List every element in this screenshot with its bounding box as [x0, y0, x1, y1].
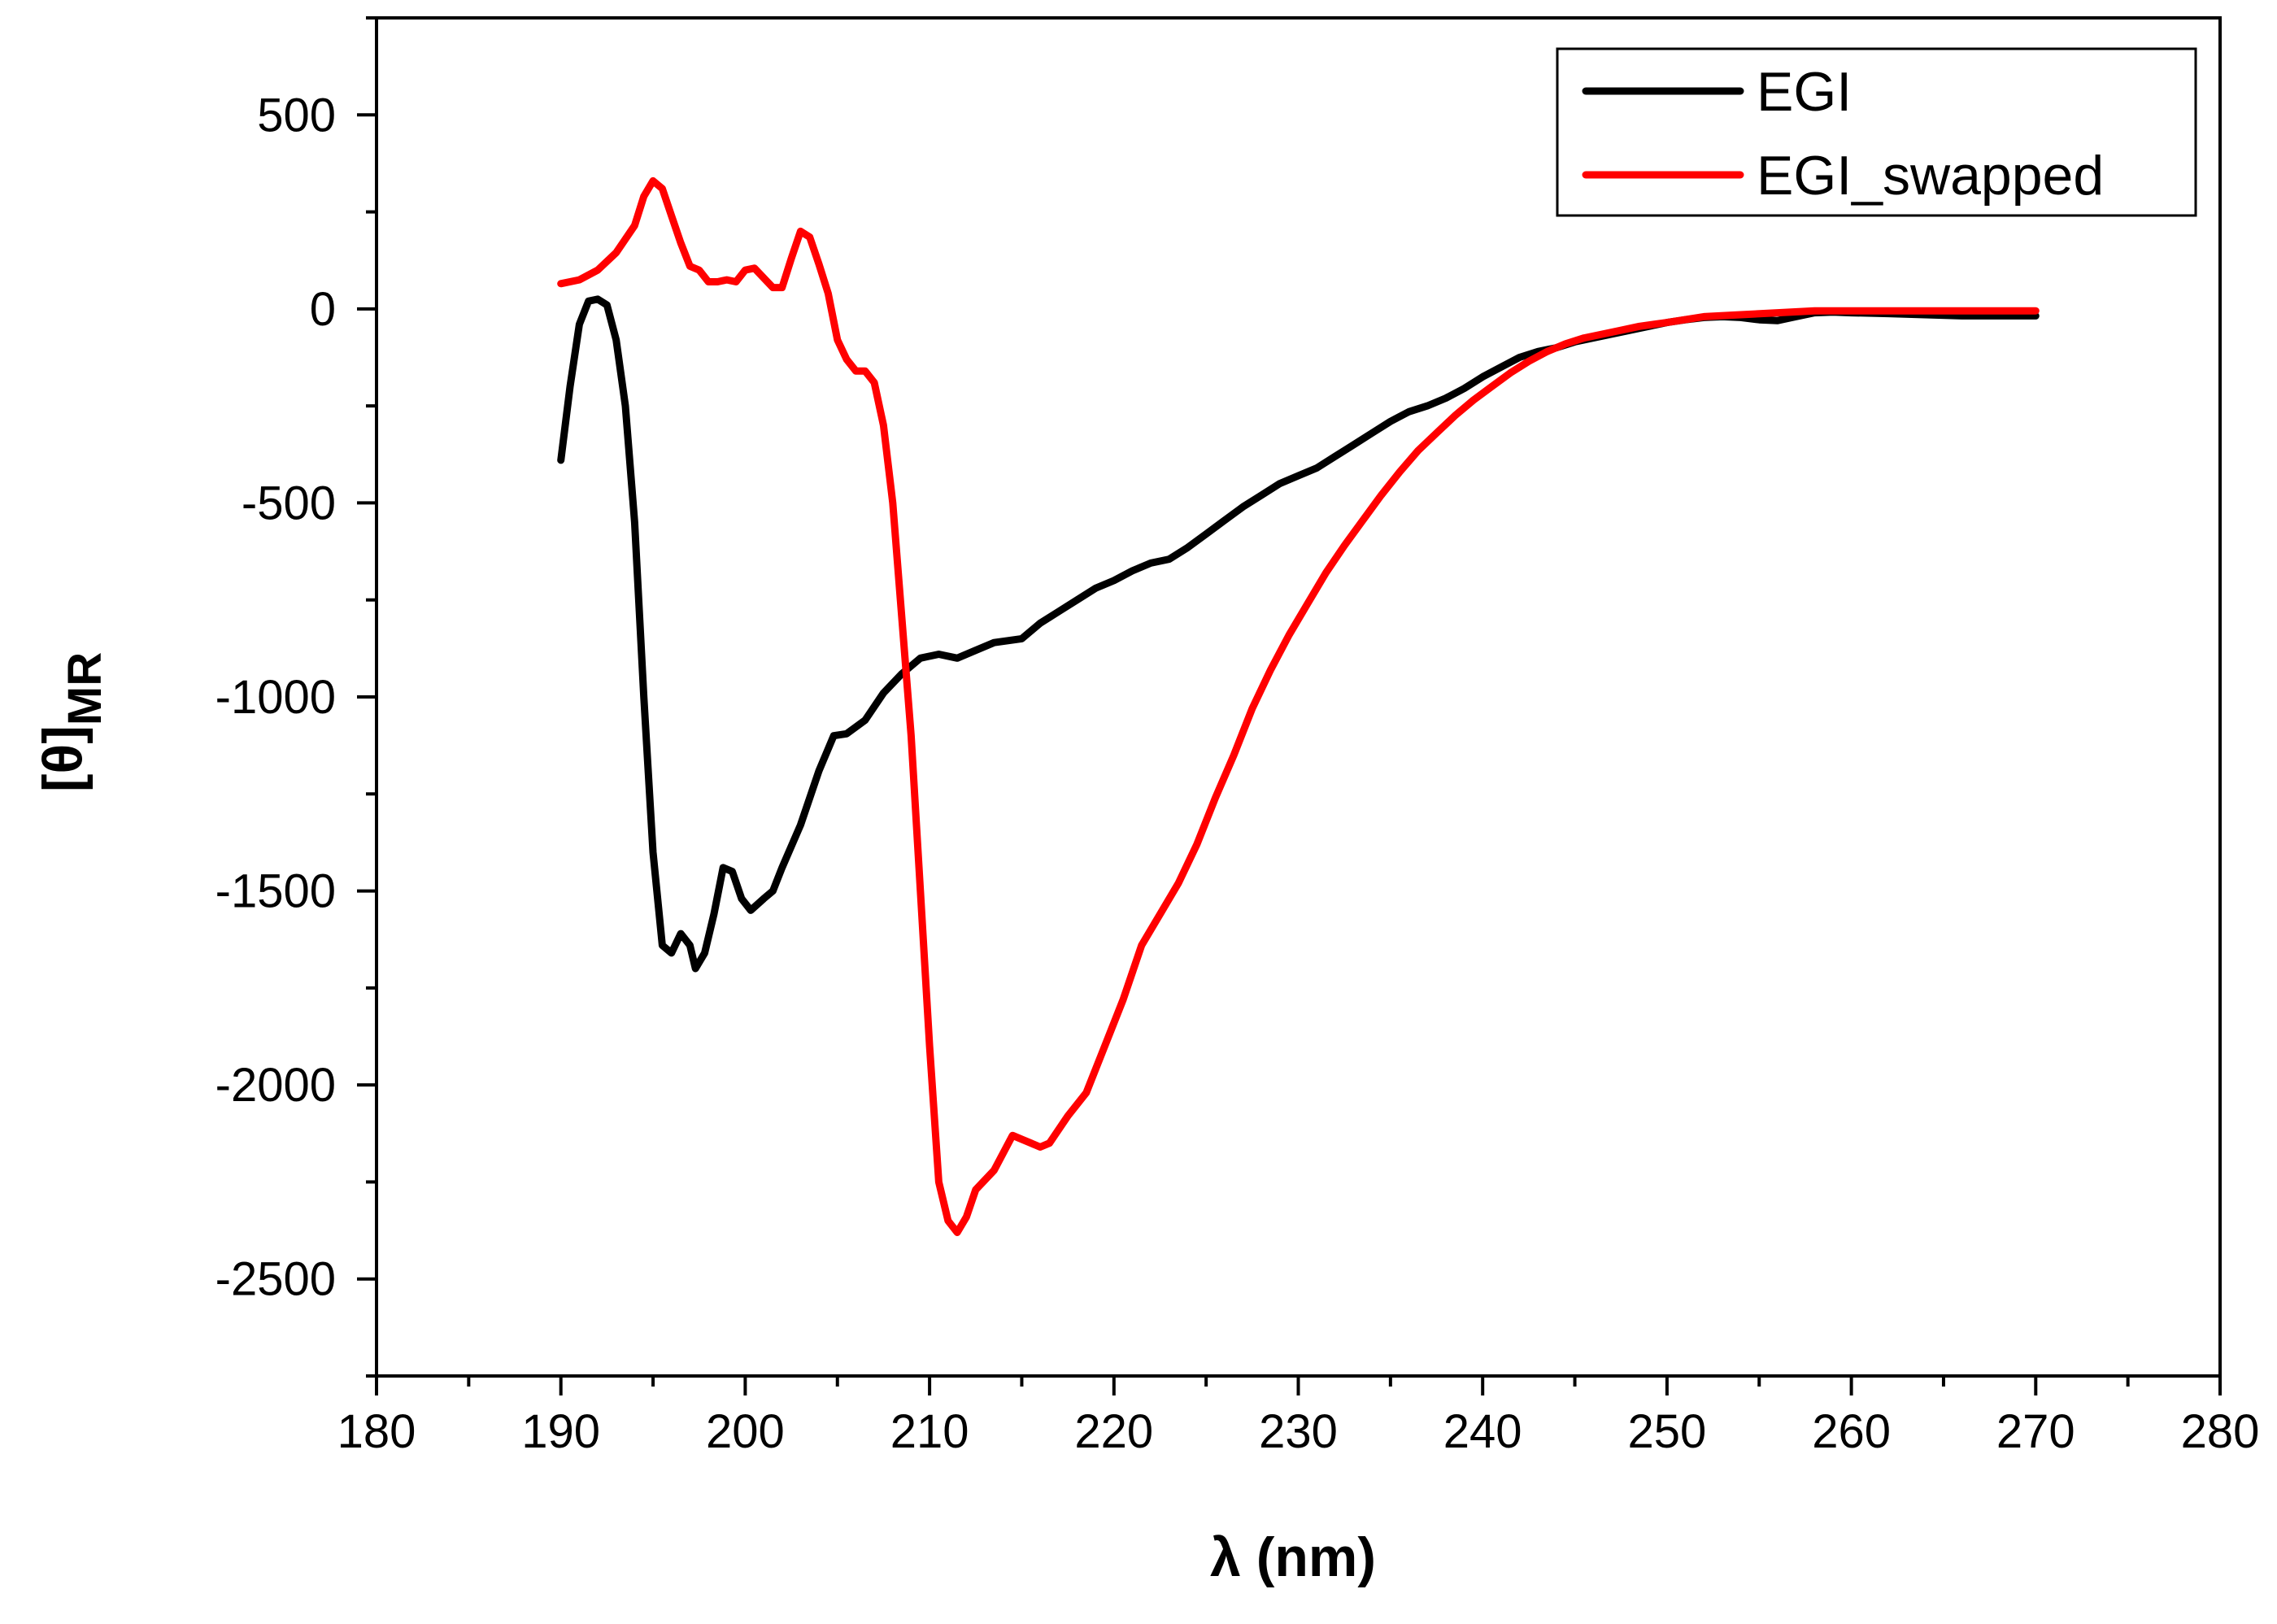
series-line-egi-swapped: [557, 176, 2040, 1236]
y-tick-label: 0: [310, 283, 336, 336]
legend-label-egi: EGI: [1757, 61, 1852, 123]
y-axis-title: [θ]MR: [32, 652, 111, 792]
legend-box: [1556, 47, 2197, 217]
x-tick-label: 260: [1812, 1405, 1891, 1458]
x-tick-label: 200: [706, 1405, 785, 1458]
axis-ticks: [357, 16, 2222, 1395]
y-tick-label: 500: [257, 89, 336, 142]
series-line-egi: [557, 295, 2040, 973]
x-tick-label: 210: [890, 1405, 969, 1458]
x-tick-label: 220: [1074, 1405, 1153, 1458]
y-tick-label: -2500: [216, 1253, 336, 1306]
legend: EGI EGI_swapped: [1556, 47, 2197, 217]
plot-frame: [375, 16, 2222, 1378]
y-tick-label: -2000: [216, 1059, 336, 1112]
x-tick-label: 270: [1996, 1405, 2075, 1458]
tick-labels: 180 190 200 210 220 230 240 250 260 270 280 -2500 -2…: [216, 89, 2260, 1458]
x-tick-label: 240: [1443, 1405, 1522, 1458]
plot-area: [375, 16, 2222, 1378]
y-axis-title-subscript: MR: [59, 652, 111, 725]
x-tick-label: 280: [2181, 1405, 2260, 1458]
y-tick-label: -1000: [216, 671, 336, 724]
x-tick-label: 230: [1259, 1405, 1338, 1458]
y-tick-label: -1500: [216, 865, 336, 918]
y-tick-label: -500: [242, 477, 336, 529]
x-tick-label: 180: [337, 1405, 416, 1458]
x-tick-label: 250: [1628, 1405, 1707, 1458]
legend-label-egi-swapped: EGI_swapped: [1757, 145, 2104, 207]
svg-text:[θ]MR: [θ]MR: [32, 652, 111, 792]
x-tick-label: 190: [521, 1405, 600, 1458]
series-lines: [557, 176, 2040, 1236]
y-axis-title-main: [θ]: [32, 725, 94, 792]
x-axis-title: λ (nm): [1210, 1526, 1376, 1588]
